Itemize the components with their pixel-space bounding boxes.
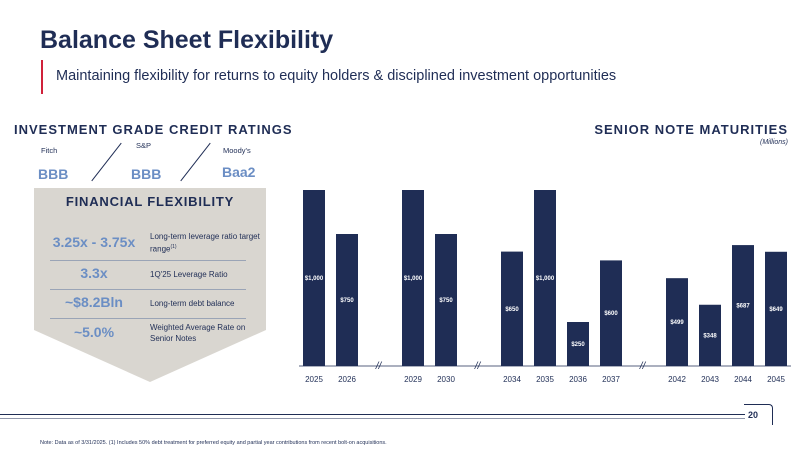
x-tick-label: 2042 (668, 375, 686, 384)
divider (50, 260, 246, 261)
page-subtitle: Maintaining flexibility for returns to e… (56, 68, 617, 84)
page-number: 20 (748, 410, 759, 420)
x-tick-label: 2025 (305, 375, 323, 384)
bar-2030 (435, 234, 457, 366)
bar-value-label: $750 (439, 298, 453, 304)
x-tick-label: 2045 (767, 375, 785, 384)
financial-flexibility-panel (34, 188, 266, 382)
flex-desc: Long-term debt balance (150, 299, 235, 308)
bar-2036 (567, 322, 589, 366)
agency-fitch-rating: BBB (38, 166, 69, 182)
bar-value-label: $650 (505, 307, 519, 313)
accent-bar (41, 60, 43, 94)
x-tick-label: 2029 (404, 375, 422, 384)
agency-sp-label: S&P (136, 141, 152, 150)
axis-break-marker: // (639, 361, 647, 372)
bar-value-label: $1,000 (404, 276, 423, 282)
flex-desc: 1Q'25 Leverage Ratio (150, 270, 228, 279)
ratings-heading: INVESTMENT GRADE CREDIT RATINGS (14, 122, 293, 137)
x-tick-label: 2036 (569, 375, 587, 384)
bar-value-label: $1,000 (305, 276, 324, 282)
financial-flexibility-heading: FINANCIAL FLEXIBILITY (65, 194, 235, 209)
page-number-frame (744, 404, 773, 425)
axis-break-marker: // (474, 361, 482, 372)
bar-value-label: $250 (571, 342, 585, 348)
agency-moodys-rating: Baa2 (222, 164, 256, 180)
flex-value: ~$8.2Bln (65, 294, 123, 310)
maturities-units: (Millions) (760, 139, 788, 146)
footer-rule (0, 414, 745, 415)
agency-fitch-label: Fitch (41, 146, 58, 155)
maturities-heading: SENIOR NOTE MATURITIES (594, 122, 788, 137)
flex-value: 3.3x (80, 265, 108, 281)
bar-value-label: $348 (703, 333, 717, 339)
bar-2029 (402, 190, 424, 366)
axis-break-marker: // (375, 361, 383, 372)
x-tick-label: 2030 (437, 375, 455, 384)
x-tick-label: 2043 (701, 375, 719, 384)
bar-2026 (336, 234, 358, 366)
agency-moodys-label: Moody's (223, 146, 251, 155)
bar-2034 (501, 251, 523, 366)
panel-shape (34, 188, 266, 382)
bar-2043 (699, 304, 721, 366)
bar-2045 (765, 251, 787, 366)
flex-desc-text: Long-term leverage ratio target range (150, 232, 260, 254)
bar-value-label: $687 (736, 304, 750, 310)
x-tick-label: 2026 (338, 375, 356, 384)
divider (50, 318, 246, 319)
flex-desc: Long-term leverage ratio target range(1) (150, 231, 270, 255)
page-title: Balance Sheet Flexibility (40, 26, 334, 54)
bar-value-label: $1,000 (536, 276, 555, 282)
footnote-ref: (1) (170, 244, 177, 250)
flex-desc: Weighted Average Rate on Senior Notes (150, 323, 246, 343)
footnote: Note: Data as of 3/31/2025. (1) Includes… (40, 440, 387, 446)
bar-2044 (732, 245, 754, 366)
footer-rule-secondary (0, 418, 745, 419)
flex-value: ~5.0% (73, 324, 115, 340)
bar-2025 (303, 190, 325, 366)
bar-value-label: $600 (604, 311, 618, 317)
bar-2037 (600, 260, 622, 366)
divider (50, 289, 246, 290)
bar-value-label: $750 (340, 298, 354, 304)
x-tick-label: 2037 (602, 375, 620, 384)
bar-2042 (666, 278, 688, 366)
bar-2035 (534, 190, 556, 366)
flex-value: 3.25x - 3.75x (52, 234, 136, 250)
bar-value-label: $499 (670, 320, 684, 326)
x-tick-label: 2044 (734, 375, 752, 384)
x-tick-label: 2035 (536, 375, 554, 384)
x-tick-label: 2034 (503, 375, 521, 384)
bar-value-label: $649 (769, 307, 783, 313)
agency-sp-rating: BBB (131, 166, 162, 182)
